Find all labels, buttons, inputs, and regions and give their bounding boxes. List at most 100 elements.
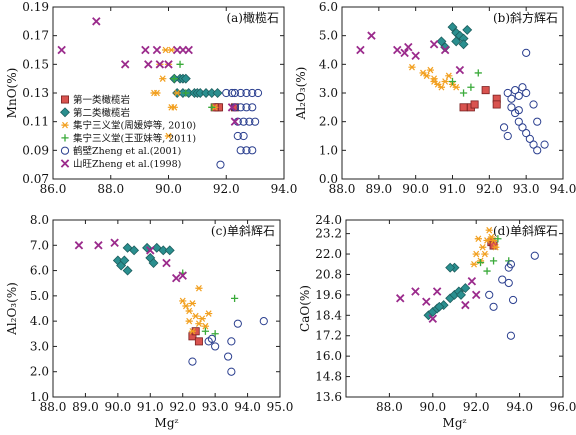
- y-tick-label: 1.0: [319, 143, 338, 157]
- y-axis-label: Al₂O₃(%): [294, 67, 308, 121]
- data-point: [164, 132, 173, 140]
- data-point: [467, 277, 477, 286]
- data-point: [481, 86, 490, 95]
- data-point: [57, 45, 66, 55]
- data-point: [231, 294, 239, 302]
- y-tick-label: 6.0: [319, 0, 338, 14]
- y-tick-label: 0.07: [22, 172, 49, 186]
- legend-marker-type2: [60, 107, 70, 118]
- y-axis-label: CaO(%): [298, 285, 312, 332]
- x-tick-label: 89.0: [72, 400, 99, 414]
- y-tick-label: 3.0: [30, 339, 49, 353]
- data-point: [185, 307, 193, 315]
- data-point: [522, 48, 531, 57]
- y-tick-label: 0.15: [22, 57, 49, 71]
- data-point: [470, 260, 478, 268]
- data-point: [122, 265, 133, 276]
- x-tick-label: 90.0: [402, 182, 429, 196]
- data-point: [180, 73, 191, 84]
- data-point: [201, 322, 210, 330]
- data-point: [489, 257, 498, 265]
- y-tick-label: 18.4: [315, 308, 342, 322]
- y-tick-label: 0.17: [22, 29, 49, 43]
- data-point: [171, 273, 181, 283]
- data-point: [239, 131, 248, 141]
- data-point: [207, 334, 216, 343]
- data-point: [514, 106, 523, 115]
- series-jining_wang: [448, 69, 482, 97]
- panel-title: (a)橄榄石: [226, 10, 279, 25]
- y-tick-label: 19.6: [315, 288, 342, 302]
- data-point: [522, 129, 531, 138]
- data-point: [74, 241, 84, 250]
- y-tick-label: 20.8: [315, 267, 342, 281]
- data-point: [248, 103, 257, 112]
- data-point: [164, 60, 173, 69]
- data-point: [152, 45, 162, 55]
- x-tick-label: 93.0: [202, 400, 229, 414]
- data-point: [119, 255, 130, 266]
- y-tick-label: 24.0: [315, 213, 342, 227]
- series-jining_zhou: [470, 226, 500, 268]
- data-point: [92, 17, 101, 26]
- x-tick-label: 88.0: [329, 182, 356, 196]
- data-point: [129, 245, 140, 256]
- series-shanwang: [74, 238, 187, 283]
- data-point: [151, 242, 162, 253]
- data-point: [201, 327, 210, 335]
- data-point: [233, 319, 242, 328]
- data-point: [489, 302, 498, 311]
- data-point: [178, 271, 187, 280]
- panel-title: (c)单斜辉石: [211, 224, 275, 238]
- data-point: [518, 83, 527, 92]
- data-point: [212, 88, 223, 98]
- data-point: [483, 237, 491, 244]
- data-point: [436, 36, 447, 47]
- data-point: [184, 45, 193, 55]
- data-point: [164, 245, 175, 256]
- series-shanwang: [356, 31, 465, 75]
- data-point: [144, 60, 153, 69]
- data-point: [188, 300, 197, 307]
- data-point: [430, 78, 438, 85]
- data-point: [429, 40, 439, 49]
- y-tick-label: 22.0: [315, 247, 342, 261]
- data-point: [503, 88, 512, 98]
- data-point: [248, 146, 257, 155]
- y-tick-label: 0.0: [319, 172, 338, 186]
- y-tick-label: 6.0: [30, 264, 49, 278]
- data-point: [440, 45, 450, 55]
- data-point: [428, 314, 438, 323]
- data-point: [233, 131, 242, 141]
- data-point: [514, 117, 523, 126]
- data-point: [245, 117, 254, 126]
- data-point: [153, 89, 161, 97]
- data-point: [242, 88, 251, 98]
- legend-marker-hebi: [60, 146, 70, 155]
- data-point: [462, 24, 473, 35]
- data-point: [188, 327, 197, 335]
- y-tick-label: 4.0: [319, 57, 338, 71]
- series-jining_zhou: [179, 284, 213, 335]
- legend-marker-jining_wang: [61, 134, 69, 142]
- data-point: [445, 72, 453, 80]
- series-jining_zhou: [408, 63, 460, 91]
- x-axis-label: Mgᶻ: [155, 416, 179, 430]
- legend-label-shanwang: 山旺Zheng et al.(1998): [73, 159, 181, 170]
- data-point: [182, 89, 190, 97]
- series-shanwang: [57, 17, 240, 126]
- legend-label-type2: 第二类橄榄岩: [73, 107, 130, 119]
- series-type2: [423, 262, 471, 321]
- data-point: [525, 134, 534, 143]
- data-point: [227, 103, 237, 112]
- series-hebi: [216, 88, 263, 169]
- data-point: [167, 46, 175, 54]
- y-tick-label: 5.0: [30, 289, 49, 303]
- data-point: [400, 48, 409, 58]
- x-tick-label: 88.0: [40, 400, 67, 414]
- data-point: [529, 140, 538, 149]
- data-point: [222, 88, 231, 98]
- series-type2: [436, 22, 473, 53]
- data-point: [173, 89, 181, 97]
- data-point: [195, 284, 203, 292]
